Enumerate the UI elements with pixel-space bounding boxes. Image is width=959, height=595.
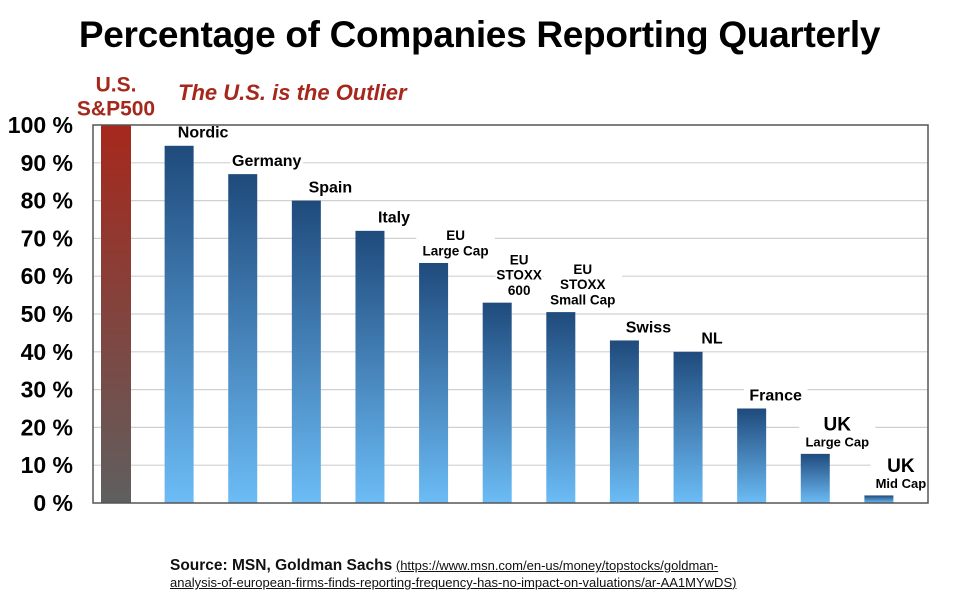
bar-uk-mid-cap — [864, 495, 894, 503]
label-mask — [743, 385, 808, 406]
bar-germany — [228, 174, 258, 503]
label-mask — [543, 261, 623, 310]
bar-italy — [355, 230, 385, 503]
label-mask — [416, 227, 495, 260]
label-mask — [621, 317, 676, 338]
source-note: Source: MSN, Goldman Sachs (https://www.… — [170, 557, 870, 591]
y-tick-label: 50 % — [21, 301, 73, 327]
bar-label: UK — [824, 414, 852, 435]
chart-title: Percentage of Companies Reporting Quarte… — [78, 14, 881, 55]
bar-label: EU — [446, 228, 465, 243]
y-tick-label: 20 % — [21, 414, 73, 440]
label-mask — [698, 328, 726, 349]
bar-label: Nordic — [178, 125, 229, 142]
source-link[interactable]: (https://www.msn.com/en-us/money/topstoc… — [170, 558, 737, 590]
bar-label: STOXX — [560, 277, 606, 292]
bar-label: France — [749, 387, 802, 404]
y-tick-label: 100 % — [8, 112, 73, 138]
y-tick-label: 80 % — [21, 188, 73, 214]
bar-label: Mid Cap — [876, 476, 927, 491]
source-label: Source: MSN, Goldman Sachs — [170, 557, 393, 574]
bar-label: Germany — [232, 153, 301, 170]
label-mask — [230, 151, 304, 172]
bar-label: Large Cap — [423, 243, 489, 258]
y-tick-label: 30 % — [21, 377, 73, 403]
plot-frame — [92, 124, 929, 504]
bar-swiss — [609, 340, 639, 503]
bar-labels: U.S.S&P500NordicGermanySpainItalyEULarge… — [77, 74, 932, 493]
bar-nl — [673, 351, 703, 503]
outlier-annotation: The U.S. is the Outlier — [178, 80, 407, 105]
label-mask — [495, 251, 543, 300]
y-tick-label: 70 % — [21, 225, 73, 251]
y-axis-ticks: 0 % 10 % 20 % 30 % 40 % 50 % 60 % 70 % 80 % 90 % 1… — [8, 112, 73, 516]
axis-frame — [92, 124, 929, 504]
y-tick-label: 40 % — [21, 339, 73, 365]
bar-label: Italy — [378, 210, 410, 227]
bar-u-s-s-p500 — [101, 125, 131, 503]
bars — [101, 125, 894, 504]
bar-label: U.S. — [96, 74, 137, 97]
y-tick-label: 90 % — [21, 150, 73, 176]
y-tick-label: 60 % — [21, 263, 73, 289]
label-mask — [366, 207, 422, 228]
bar-label: UK — [887, 456, 915, 477]
bar-nordic — [164, 145, 194, 504]
label-mask — [870, 454, 932, 493]
y-tick-label: 10 % — [21, 452, 73, 478]
bar-eu-stoxx-small-cap — [546, 312, 576, 503]
bar-label: S&P500 — [77, 97, 155, 120]
bar-label: EU — [573, 262, 592, 277]
label-mask — [171, 122, 235, 143]
label-mask — [303, 177, 358, 198]
bar-uk-large-cap — [800, 453, 830, 503]
y-tick-label: 0 % — [33, 490, 73, 516]
bar-eu-large-cap — [419, 262, 449, 503]
bar-label: Small Cap — [550, 292, 615, 307]
bar-france — [737, 408, 767, 503]
bar-spain — [291, 200, 321, 503]
bar-eu-stoxx-600 — [482, 302, 512, 503]
bar-label: Spain — [309, 179, 353, 196]
bar-label: NL — [701, 331, 723, 348]
bar-label: EU — [510, 252, 529, 267]
bar-label: STOXX — [496, 268, 542, 283]
bar-label: 600 — [508, 283, 531, 298]
label-mask — [799, 412, 876, 451]
bar-label: Large Cap — [805, 434, 869, 449]
bar-label: Swiss — [626, 319, 671, 336]
